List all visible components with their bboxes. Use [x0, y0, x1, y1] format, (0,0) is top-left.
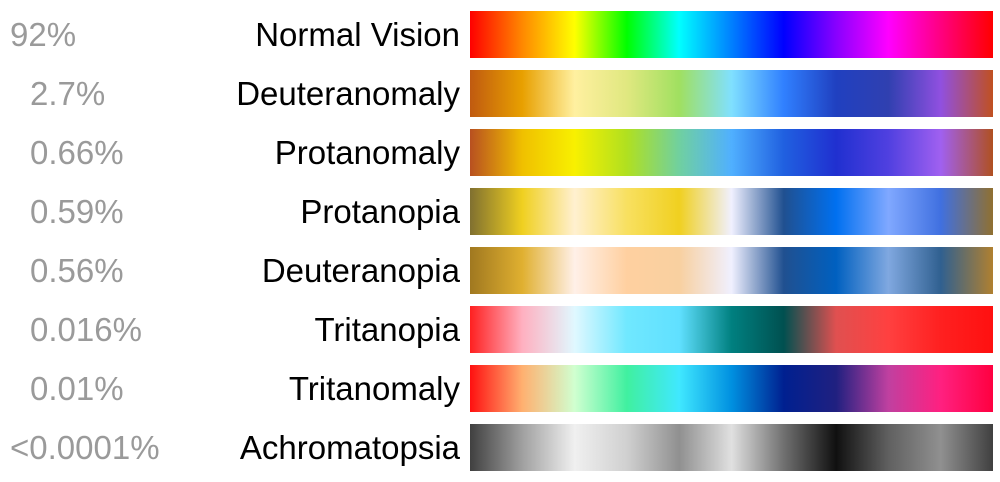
- spectrum-bar: [470, 188, 993, 235]
- spectrum-bar: [470, 129, 993, 176]
- row-protanomaly: 0.66% Protanomaly: [0, 129, 1000, 177]
- row-percent: 0.01%: [30, 370, 124, 407]
- spectrum-bar: [470, 365, 993, 412]
- row-protanopia: 0.59% Protanopia: [0, 188, 1000, 236]
- row-tritanopia: 0.016% Tritanopia: [0, 306, 1000, 354]
- row-deuteranomaly: 2.7% Deuteranomaly: [0, 70, 1000, 118]
- row-deuteranopia: 0.56% Deuteranopia: [0, 247, 1000, 295]
- row-label: Protanomaly: [274, 134, 460, 171]
- spectrum-bar: [470, 306, 993, 353]
- spectrum-bar: [470, 11, 993, 58]
- row-tritanomaly: 0.01% Tritanomaly: [0, 365, 1000, 413]
- row-percent: <0.0001%: [10, 429, 160, 466]
- row-label: Tritanomaly: [288, 370, 460, 407]
- row-percent: 0.66%: [30, 134, 124, 171]
- row-label: Deuteranopia: [261, 252, 460, 289]
- row-achromatopsia: <0.0001% Achromatopsia: [0, 424, 1000, 472]
- row-label: Normal Vision: [255, 16, 460, 53]
- row-label: Achromatopsia: [239, 429, 460, 466]
- row-percent: 0.59%: [30, 193, 124, 230]
- spectrum-bar: [470, 247, 993, 294]
- spectrum-bar: [470, 70, 993, 117]
- row-percent: 2.7%: [30, 75, 106, 112]
- row-label: Deuteranomaly: [236, 75, 460, 112]
- row-percent: 92%: [10, 16, 77, 53]
- row-percent: 0.016%: [30, 311, 142, 348]
- row-label: Tritanopia: [314, 311, 460, 348]
- row-percent: 0.56%: [30, 252, 124, 289]
- row-normal-vision: 92% Normal Vision: [0, 11, 1000, 59]
- spectrum-bar: [470, 424, 993, 471]
- row-label: Protanopia: [300, 193, 460, 230]
